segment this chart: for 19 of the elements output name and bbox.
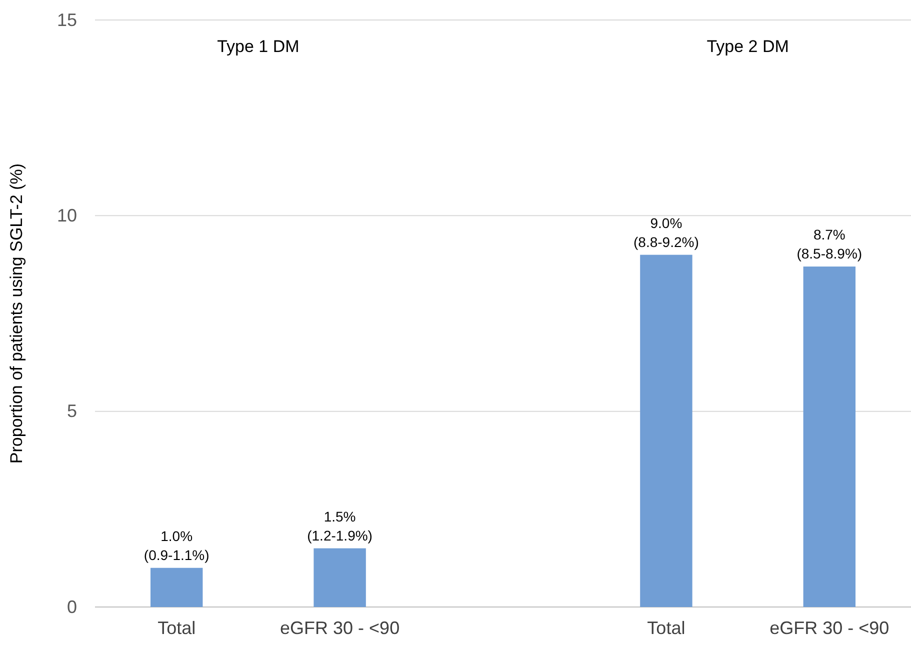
y-tick-label: 15	[56, 10, 77, 30]
y-tick-label: 0	[66, 596, 77, 617]
bar	[640, 254, 692, 607]
bar	[803, 266, 856, 607]
data-label: 8.7% (8.5-8.9%)	[796, 226, 862, 262]
annotation: Type 2 DM	[706, 37, 789, 56]
x-tick-label: Total	[158, 618, 196, 638]
x-tick-label: eGFR 30 - <90	[280, 618, 400, 638]
annotation: Type 1 DM	[217, 37, 300, 56]
bar	[150, 568, 203, 607]
x-tick-label: eGFR 30 - <90	[770, 618, 890, 638]
x-tick-label: Total	[647, 618, 686, 638]
y-tick-label: 5	[66, 401, 77, 422]
data-label: 9.0% (8.8-9.2%)	[634, 214, 699, 250]
y-tick-label: 10	[56, 205, 77, 226]
bar	[314, 548, 366, 607]
y-axis-title: Proportion of patients using SGLT-2 (%)	[7, 163, 26, 464]
data-label: 1.0% (0.9-1.1%)	[144, 528, 210, 563]
data-label: 1.5% (1.2-1.9%)	[307, 508, 372, 544]
